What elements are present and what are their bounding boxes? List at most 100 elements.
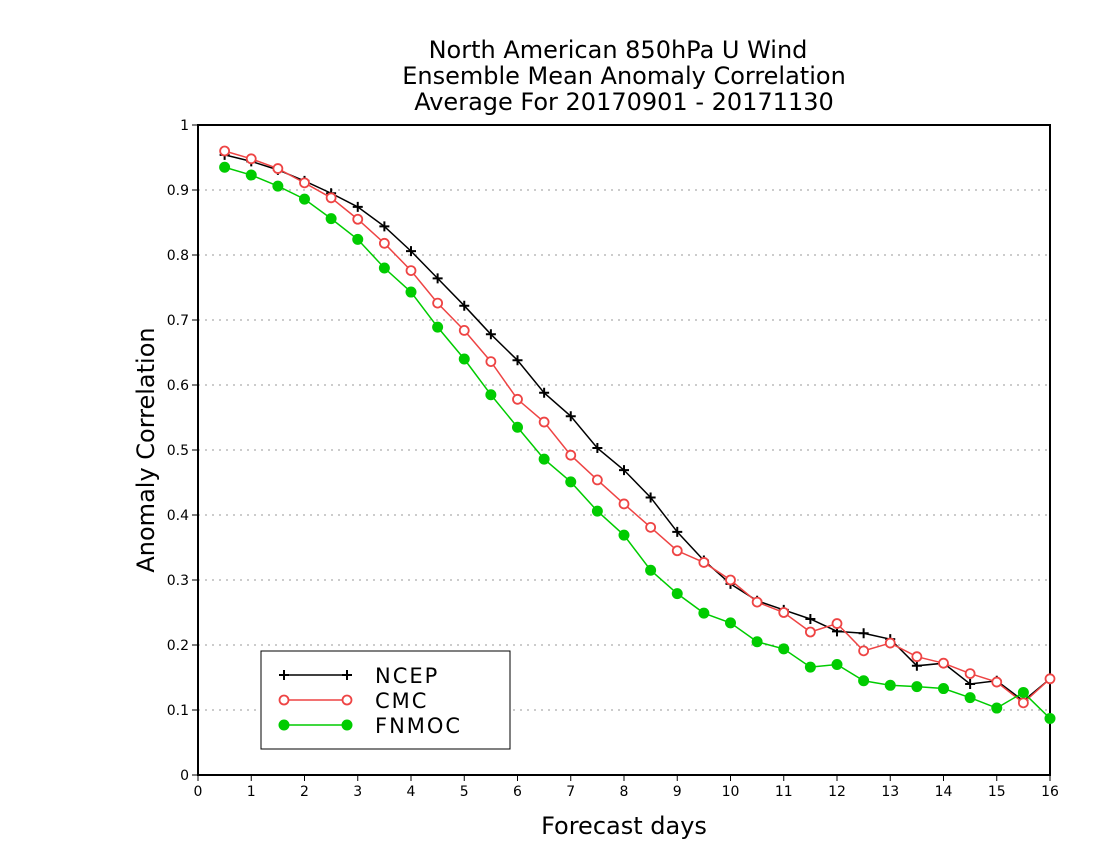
title-line-2: Ensemble Mean Anomaly Correlation <box>402 62 846 90</box>
data-point-fnmoc-16 <box>645 564 657 576</box>
y-tick-label-1: 0.1 <box>167 703 189 719</box>
data-point-cmc-13 <box>565 449 577 461</box>
data-point-cmc-19 <box>725 574 736 586</box>
data-point-fnmoc-30 <box>1017 686 1029 698</box>
y-tick-label-9: 0.9 <box>167 183 189 199</box>
x-tick-label-13: 13 <box>881 784 899 800</box>
data-point-ncep-11 <box>512 355 523 366</box>
data-point-fnmoc-13 <box>565 476 577 488</box>
data-point-ncep-5 <box>352 201 363 212</box>
y-tick-label-8: 0.8 <box>167 248 189 264</box>
data-point-ncep-13 <box>565 411 576 422</box>
data-point-fnmoc-17 <box>671 588 683 600</box>
data-point-cmc-14 <box>591 474 603 486</box>
y-tick-label-7: 0.7 <box>167 313 189 329</box>
data-point-ncep-9 <box>459 300 470 311</box>
data-point-cmc-6 <box>378 237 390 249</box>
x-tick-label-14: 14 <box>935 784 953 800</box>
x-tick-label-8: 8 <box>620 784 629 800</box>
x-tick-label-0: 0 <box>194 784 203 800</box>
data-point-cmc-17 <box>671 545 683 557</box>
y-tick-label-6: 0.6 <box>167 378 189 394</box>
series-layer <box>219 145 1056 724</box>
data-point-cmc-29 <box>991 676 1003 688</box>
data-point-fnmoc-21 <box>778 643 790 655</box>
data-point-cmc-22 <box>804 626 816 638</box>
data-point-fnmoc-29 <box>991 702 1003 714</box>
data-point-cmc-26 <box>911 651 923 663</box>
data-point-ncep-10 <box>485 329 496 340</box>
data-point-fnmoc-22 <box>804 661 816 673</box>
data-point-ncep-8 <box>432 273 443 284</box>
data-point-cmc-20 <box>751 596 763 608</box>
y-tick-label-2: 0.2 <box>167 638 189 654</box>
data-point-fnmoc-26 <box>911 681 923 693</box>
data-point-cmc-5 <box>352 213 364 225</box>
legend-marker-start-ncep <box>279 670 289 680</box>
data-point-cmc-0 <box>219 145 231 157</box>
data-point-ncep-14 <box>592 443 603 454</box>
data-point-fnmoc-10 <box>485 389 497 401</box>
data-point-fnmoc-31 <box>1044 712 1056 724</box>
data-point-fnmoc-3 <box>299 193 310 205</box>
data-point-ncep-24 <box>858 628 869 639</box>
x-tick-label-1: 1 <box>247 784 256 800</box>
data-point-cmc-11 <box>512 393 523 405</box>
series-cmc <box>219 145 1056 709</box>
data-point-cmc-8 <box>432 297 444 309</box>
data-point-cmc-18 <box>698 557 710 568</box>
legend-label-fnmoc: FNMOC <box>375 714 462 738</box>
data-point-fnmoc-11 <box>512 421 523 433</box>
data-point-cmc-21 <box>778 607 790 618</box>
data-point-cmc-3 <box>299 177 310 189</box>
data-point-ncep-22 <box>805 614 816 624</box>
data-point-fnmoc-4 <box>325 213 337 225</box>
legend-marker-end-cmc <box>341 694 353 706</box>
data-point-ncep-16 <box>645 492 656 503</box>
data-point-cmc-28 <box>964 668 976 679</box>
legend-marker-start-fnmoc <box>278 719 290 731</box>
x-tick-label-9: 9 <box>673 784 682 800</box>
x-tick-label-5: 5 <box>460 784 469 800</box>
legend-label-ncep: NCEP <box>375 664 439 688</box>
title-line-1: North American 850hPa U Wind <box>429 36 808 64</box>
grid-lines <box>198 189 1050 711</box>
data-point-cmc-1 <box>245 153 257 165</box>
series-line-cmc <box>224 150 1051 704</box>
legend-label-cmc: CMC <box>375 689 428 713</box>
x-tick-label-10: 10 <box>722 784 740 800</box>
data-point-cmc-23 <box>831 618 843 629</box>
data-point-fnmoc-24 <box>858 675 870 687</box>
data-point-fnmoc-19 <box>725 617 736 629</box>
data-point-cmc-31 <box>1044 673 1056 685</box>
data-point-fnmoc-9 <box>458 353 470 365</box>
data-point-cmc-25 <box>884 637 896 649</box>
series-line-ncep <box>224 154 1051 702</box>
x-axis-title: Forecast days <box>541 812 707 840</box>
data-point-fnmoc-15 <box>618 529 630 541</box>
data-point-fnmoc-1 <box>245 169 257 181</box>
series-fnmoc <box>219 161 1056 724</box>
x-tick-label-15: 15 <box>988 784 1006 800</box>
y-tick-label-5: 0.5 <box>167 443 189 459</box>
data-point-ncep-12 <box>539 387 550 398</box>
data-point-cmc-2 <box>272 163 284 174</box>
y-tick-label-4: 0.4 <box>167 508 189 524</box>
title-line-3: Average For 20170901 - 20171130 <box>414 88 834 116</box>
chart-title: North American 850hPa U Wind Ensemble Me… <box>402 36 846 116</box>
y-tick-label-0: 0 <box>180 768 189 784</box>
x-tick-label-16: 16 <box>1041 784 1059 800</box>
x-tick-label-4: 4 <box>407 784 416 800</box>
data-point-ncep-15 <box>619 465 629 476</box>
legend-marker-end-ncep <box>342 670 352 680</box>
data-point-fnmoc-14 <box>591 505 603 517</box>
series-line-fnmoc <box>224 166 1051 719</box>
data-point-ncep-26 <box>911 660 922 671</box>
x-tick-label-12: 12 <box>828 784 846 800</box>
x-tick-label-7: 7 <box>566 784 575 800</box>
data-point-fnmoc-2 <box>272 180 284 192</box>
data-point-ncep-17 <box>672 526 683 537</box>
y-tick-label-3: 0.3 <box>167 573 189 589</box>
data-point-fnmoc-23 <box>831 659 843 670</box>
